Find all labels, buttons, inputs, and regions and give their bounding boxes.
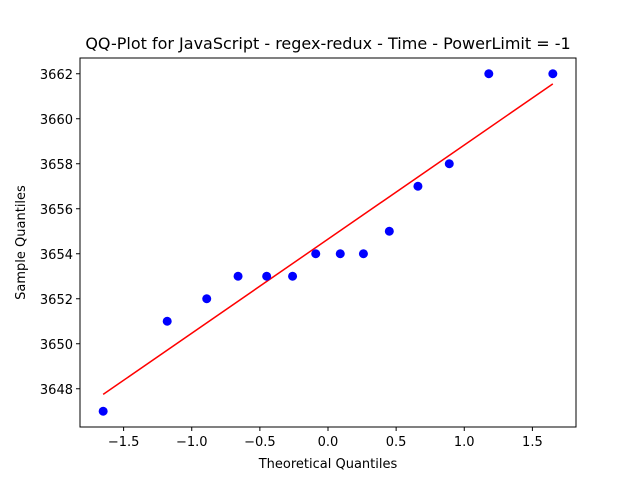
data-point — [335, 249, 345, 259]
y-axis: 3648 3650 3652 3654 3656 3658 3660 3662 — [40, 68, 80, 398]
data-point — [288, 271, 298, 281]
x-tick-label: −0.5 — [244, 435, 276, 450]
data-point — [384, 226, 394, 236]
data-point — [262, 271, 272, 281]
x-axis: −1.5 −1.0 −0.5 0.0 0.5 1.0 1.5 — [108, 427, 543, 450]
y-tick-label: 3662 — [40, 68, 73, 83]
data-point — [233, 271, 243, 281]
y-tick-label: 3658 — [40, 158, 73, 173]
data-point — [202, 294, 212, 304]
x-tick-label: 0.0 — [318, 435, 339, 450]
y-tick-label: 3648 — [40, 383, 73, 398]
x-tick-label: 1.5 — [522, 435, 543, 450]
data-point — [358, 249, 368, 259]
y-axis-label: Sample Quantiles — [14, 185, 29, 300]
data-point — [98, 406, 108, 416]
data-point — [413, 181, 423, 191]
x-tick-label: 1.0 — [454, 435, 475, 450]
y-tick-label: 3654 — [40, 248, 73, 263]
y-tick-label: 3650 — [40, 338, 73, 353]
y-tick-label: 3652 — [40, 293, 73, 308]
chart-title: QQ-Plot for JavaScript - regex-redux - T… — [85, 34, 570, 53]
x-tick-label: −1.5 — [108, 435, 140, 450]
x-axis-label: Theoretical Quantiles — [258, 457, 398, 472]
data-point — [162, 316, 172, 326]
data-point — [444, 159, 454, 169]
x-tick-label: −1.0 — [176, 435, 208, 450]
fit-line — [102, 83, 554, 395]
x-tick-label: 0.5 — [386, 435, 407, 450]
y-tick-label: 3656 — [40, 203, 73, 218]
series-layer — [98, 69, 558, 416]
plot-area — [79, 57, 577, 428]
data-point — [548, 69, 558, 79]
y-tick-label: 3660 — [40, 113, 73, 128]
data-point — [484, 69, 494, 79]
data-point — [311, 249, 321, 259]
